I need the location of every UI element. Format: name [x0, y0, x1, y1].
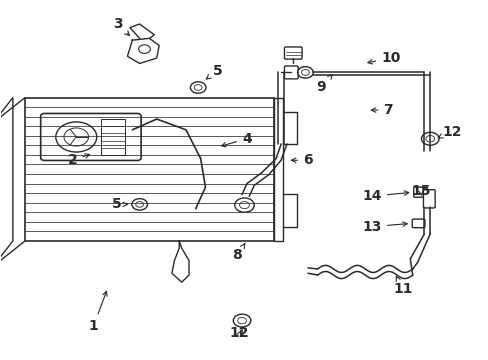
Circle shape: [132, 199, 147, 210]
FancyBboxPatch shape: [284, 47, 302, 59]
FancyBboxPatch shape: [411, 219, 424, 228]
Text: 10: 10: [367, 51, 400, 65]
Circle shape: [421, 132, 438, 145]
Text: 8: 8: [232, 243, 244, 262]
Circle shape: [237, 318, 246, 324]
Circle shape: [234, 198, 254, 212]
Text: 3: 3: [113, 17, 129, 36]
Text: 12: 12: [437, 125, 461, 139]
Polygon shape: [273, 98, 282, 241]
Circle shape: [297, 67, 313, 78]
Circle shape: [194, 85, 202, 90]
Text: 1: 1: [88, 291, 107, 333]
Circle shape: [56, 122, 97, 152]
Circle shape: [136, 202, 143, 207]
Circle shape: [139, 45, 150, 53]
Circle shape: [301, 69, 309, 75]
Polygon shape: [0, 98, 13, 266]
Text: 13: 13: [362, 220, 407, 234]
FancyBboxPatch shape: [413, 187, 427, 197]
Text: 12: 12: [229, 327, 249, 341]
Bar: [101, 119, 125, 155]
Text: 15: 15: [410, 184, 430, 198]
FancyBboxPatch shape: [284, 66, 298, 79]
Text: 11: 11: [392, 276, 412, 296]
Text: 6: 6: [291, 153, 312, 167]
Text: 2: 2: [68, 153, 89, 167]
Circle shape: [425, 135, 434, 142]
Text: 14: 14: [362, 189, 408, 203]
Circle shape: [233, 314, 250, 327]
Text: 5: 5: [206, 64, 222, 79]
Circle shape: [64, 128, 88, 146]
Text: 4: 4: [221, 132, 251, 147]
FancyBboxPatch shape: [41, 113, 141, 161]
Text: 5: 5: [112, 197, 127, 211]
Circle shape: [239, 202, 249, 209]
Circle shape: [190, 82, 205, 93]
Text: 7: 7: [371, 103, 392, 117]
Text: 9: 9: [316, 75, 331, 94]
FancyBboxPatch shape: [423, 190, 434, 208]
